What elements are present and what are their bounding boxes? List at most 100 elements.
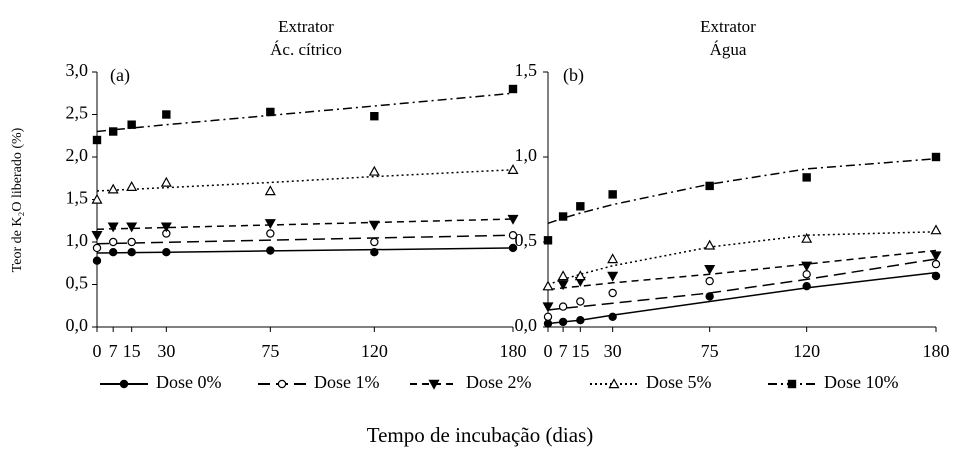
marker: [705, 276, 714, 286]
marker: [266, 107, 275, 117]
marker: [108, 247, 118, 257]
panel-title: Ác. cítrico: [270, 40, 342, 59]
marker: [704, 265, 716, 275]
marker: [368, 220, 380, 231]
y-tick-label: 0,5: [515, 230, 538, 250]
marker: [558, 212, 568, 221]
marker: [802, 270, 811, 279]
y-tick-label: 1,0: [515, 145, 538, 165]
marker: [368, 165, 380, 176]
marker: [558, 302, 568, 311]
y-tick-label: 2,5: [66, 103, 89, 123]
marker: [543, 312, 553, 321]
trend-line: [96, 218, 514, 230]
panel-label: (b): [563, 65, 584, 86]
marker: [370, 247, 379, 257]
marker: [126, 222, 138, 233]
legend-label: Dose 10%: [824, 372, 899, 392]
y-tick-label: 1,0: [66, 230, 89, 250]
marker: [507, 164, 519, 174]
trend-line: [96, 234, 514, 245]
marker: [930, 224, 942, 235]
marker: [576, 316, 585, 325]
marker: [126, 181, 138, 191]
marker: [92, 135, 102, 145]
x-axis-title: Tempo de incubação (dias): [367, 423, 594, 447]
panel-title: Extrator: [278, 17, 334, 36]
trend-line: [547, 258, 937, 311]
marker: [557, 280, 569, 291]
y-tick-label: 1,5: [515, 60, 538, 80]
marker: [370, 111, 379, 121]
marker: [608, 190, 617, 199]
legend-label: Dose 2%: [466, 372, 532, 392]
panel-title: Extrator: [700, 17, 756, 36]
marker: [543, 236, 553, 245]
x-tick-label: 15: [571, 341, 589, 361]
marker: [802, 282, 811, 291]
y-axis-title: Teor de K₂O liberado (%): [10, 127, 25, 272]
marker: [508, 230, 518, 240]
marker: [705, 292, 714, 301]
marker: [127, 237, 136, 247]
x-tick-label: 75: [701, 341, 719, 361]
legend-label: Dose 5%: [646, 372, 712, 392]
marker: [543, 319, 553, 328]
marker: [930, 251, 942, 262]
marker: [608, 312, 617, 321]
x-tick-label: 120: [361, 341, 388, 361]
y-tick-label: 2,0: [66, 145, 89, 165]
marker: [108, 237, 118, 247]
marker: [264, 185, 276, 196]
legend-marker: [277, 379, 287, 389]
legend-label: Dose 0%: [156, 372, 222, 392]
marker: [91, 231, 103, 241]
legend-marker: [787, 379, 797, 389]
x-tick-label: 180: [500, 341, 527, 361]
marker: [127, 247, 136, 257]
x-tick-label: 0: [544, 341, 553, 361]
x-tick-label: 120: [793, 341, 820, 361]
marker: [576, 202, 585, 211]
panel-title: Água: [710, 40, 747, 59]
marker: [542, 302, 554, 313]
trend-line: [96, 247, 514, 254]
marker: [558, 317, 568, 327]
marker: [92, 256, 102, 265]
marker: [802, 173, 811, 182]
marker: [574, 270, 586, 281]
trend-line: [547, 157, 937, 225]
marker: [508, 84, 518, 94]
y-tick-label: 0,5: [66, 273, 89, 293]
trend-line: [547, 249, 937, 291]
marker: [801, 232, 813, 243]
marker: [931, 259, 941, 269]
y-tick-label: 0,0: [66, 315, 89, 335]
panel-label: (a): [110, 65, 130, 86]
marker: [576, 297, 585, 306]
x-tick-label: 30: [604, 341, 622, 361]
x-tick-label: 180: [923, 341, 950, 361]
marker: [92, 243, 102, 253]
legend-marker: [608, 378, 620, 389]
marker: [931, 152, 941, 162]
legend-marker: [119, 379, 129, 389]
marker: [266, 229, 275, 238]
marker: [705, 181, 714, 191]
marker: [91, 193, 103, 204]
marker: [704, 239, 716, 250]
marker: [162, 247, 171, 257]
marker: [507, 214, 519, 225]
x-tick-label: 7: [559, 341, 568, 361]
x-tick-label: 75: [261, 341, 279, 361]
marker: [264, 219, 276, 230]
y-tick-label: 1,5: [66, 188, 89, 208]
legend-marker: [428, 379, 440, 390]
marker: [107, 222, 119, 233]
marker: [607, 271, 619, 282]
marker: [931, 271, 941, 281]
marker: [801, 261, 813, 272]
marker: [108, 127, 118, 136]
marker: [160, 176, 172, 187]
marker: [162, 110, 171, 119]
